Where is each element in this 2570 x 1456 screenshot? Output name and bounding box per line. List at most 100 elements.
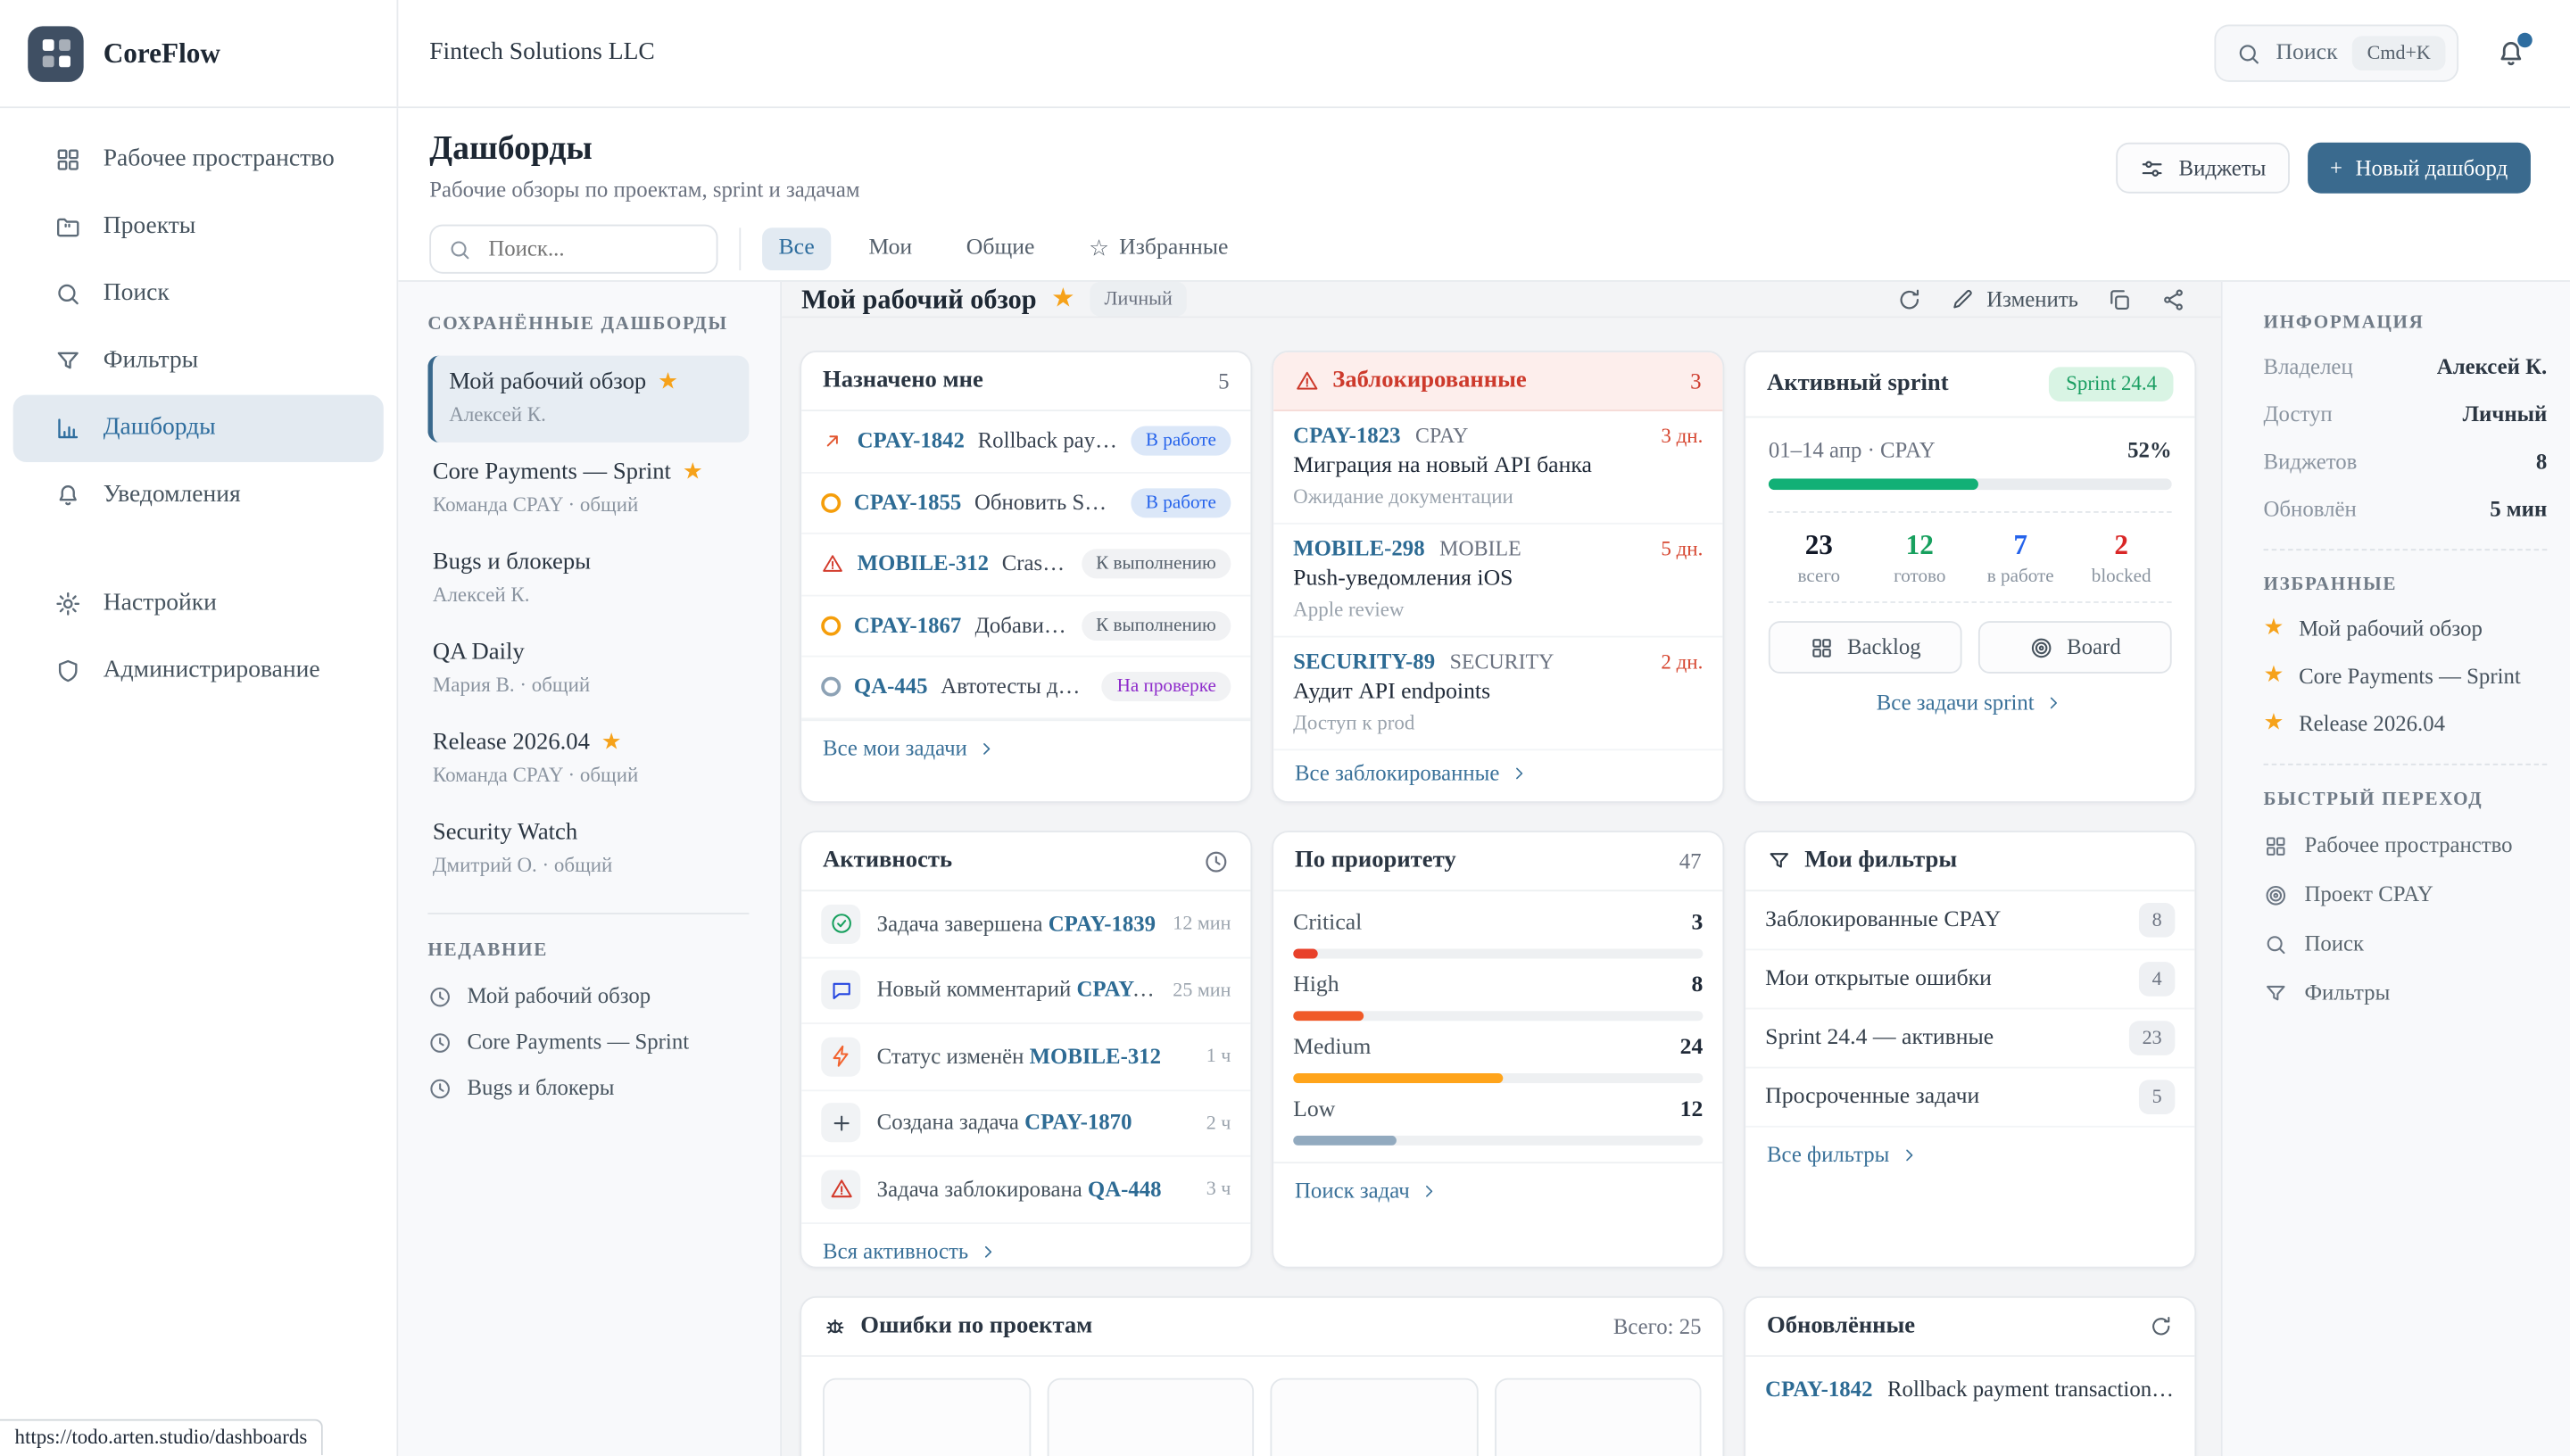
filter-row[interactable]: Заблокированные CPAY 8: [1745, 891, 2195, 951]
task-row[interactable]: CPAY-1867 Добавить… К выполнению: [801, 596, 1251, 658]
task-id-link[interactable]: MOBILE-298: [1293, 535, 1425, 561]
task-id-link[interactable]: SECURITY-89: [1293, 649, 1436, 674]
tab-mine[interactable]: Мои: [868, 236, 913, 261]
saved-item[interactable]: Security Watch Дмитрий О. · общий: [432, 819, 613, 877]
task-id-link[interactable]: CPAY-1842: [1076, 977, 1156, 1002]
all-my-tasks-link[interactable]: Все мои задачи: [823, 735, 1230, 761]
divider: [2263, 763, 2548, 765]
filter-row[interactable]: Мои открытые ошибки 4: [1745, 950, 2195, 1010]
bug-project-box[interactable]: [1270, 1377, 1478, 1456]
activity-row[interactable]: Новый комментарий CPAY-1842 25 мин: [801, 958, 1251, 1024]
task-id-link[interactable]: CPAY-1870: [1024, 1109, 1132, 1135]
tab-all[interactable]: Все: [762, 228, 832, 271]
bug-project-box[interactable]: [823, 1377, 1031, 1456]
filter-count-badge: 4: [2138, 962, 2176, 997]
task-id-link[interactable]: QA-448: [1087, 1176, 1162, 1201]
bug-project-box[interactable]: [1046, 1377, 1255, 1456]
task-row[interactable]: MOBILE-312 Crash … К выполнению: [801, 534, 1251, 596]
notifications-button[interactable]: [2495, 31, 2533, 70]
sidebar-item-search[interactable]: Поиск: [13, 261, 384, 327]
edit-button[interactable]: Изменить: [1951, 286, 2078, 312]
sidebar-item-label: Фильтры: [103, 347, 199, 374]
tab-favorites[interactable]: ☆ Избранные: [1089, 236, 1229, 261]
share-icon[interactable]: [2160, 286, 2186, 312]
divider: [2263, 549, 2548, 551]
recent-item[interactable]: Мой рабочий обзор: [427, 973, 749, 1019]
app-brand[interactable]: CoreFlow: [0, 0, 399, 107]
widgets-button[interactable]: Виджеты: [2116, 142, 2290, 194]
dashboard-search-field[interactable]: [485, 234, 689, 264]
global-search[interactable]: Поиск Cmd+K: [2213, 24, 2459, 82]
backlog-button[interactable]: Backlog: [1768, 621, 1962, 674]
copy-icon[interactable]: [2106, 286, 2132, 312]
saved-item[interactable]: Core Payments — Sprint ★ Команда CPAY · о…: [432, 459, 703, 517]
refresh-icon[interactable]: [1896, 286, 1922, 312]
task-id-link[interactable]: MOBILE-312: [857, 550, 990, 576]
quick-link-project-cpay[interactable]: Проект CPAY: [2264, 881, 2548, 907]
board-button[interactable]: Board: [1977, 621, 2172, 674]
quick-link-workspace[interactable]: Рабочее пространство: [2264, 832, 2548, 858]
search-tasks-link[interactable]: Поиск задач: [1295, 1179, 1702, 1204]
all-activity-link[interactable]: Вся активность: [823, 1238, 1230, 1264]
info-row: Доступ Личный: [2263, 401, 2548, 426]
bug-project-box[interactable]: [1494, 1377, 1702, 1456]
all-blocked-link[interactable]: Все заблокированные: [1295, 760, 1702, 786]
saved-item-active[interactable]: Мой рабочий обзор ★ Алексей К.: [427, 355, 750, 443]
priority-row: Critical 3: [1273, 899, 1722, 962]
sidebar-item-admin[interactable]: Администрирование: [13, 637, 384, 704]
chevron-right-icon: [1905, 1149, 1912, 1162]
sidebar-item-dashboards[interactable]: Дашборды: [12, 394, 384, 462]
recent-item[interactable]: Core Payments — Sprint: [427, 1019, 749, 1064]
task-row[interactable]: CPAY-1855 Обновить SD… В работе: [801, 473, 1251, 534]
new-dashboard-button[interactable]: + Новый дашборд: [2307, 142, 2531, 194]
blocked-task-row[interactable]: SECURITY-89 SECURITY 2 дн. Аудит API end…: [1273, 637, 1723, 751]
blocked-task-row[interactable]: CPAY-1823 CPAY 3 дн. Миграция на новый A…: [1273, 411, 1723, 525]
sidebar-item-projects[interactable]: Проекты: [13, 194, 384, 261]
task-row[interactable]: CPAY-1842 Rollback paym… В работе: [801, 411, 1251, 473]
star-icon[interactable]: ★: [1051, 284, 1075, 312]
task-id-link[interactable]: MOBILE-312: [1029, 1043, 1162, 1069]
favorite-item[interactable]: ★ Мой рабочий обзор: [2263, 616, 2483, 641]
quick-link-search[interactable]: Поиск: [2264, 931, 2548, 956]
task-id-link[interactable]: CPAY-1823: [1293, 422, 1401, 448]
filter-row[interactable]: Sprint 24.4 — активные 23: [1745, 1009, 2195, 1069]
alert-triangle-icon: [1297, 371, 1318, 390]
activity-row[interactable]: Создана задача CPAY-1870 2 ч: [801, 1090, 1251, 1157]
sidebar-item-filters[interactable]: Фильтры: [13, 327, 384, 394]
all-sprint-tasks-link[interactable]: Все задачи sprint: [1877, 690, 2064, 716]
blocked-task-row[interactable]: MOBILE-298 MOBILE 5 дн. Push-уведомления…: [1273, 525, 1723, 638]
saved-item[interactable]: QA Daily Мария В. · общий: [432, 639, 591, 697]
activity-row[interactable]: Задача завершена CPAY-1839 12 мин: [801, 891, 1251, 958]
sidebar-item-workspace[interactable]: Рабочее пространство: [13, 126, 384, 193]
recent-item[interactable]: Bugs и блокеры: [427, 1065, 749, 1111]
dashboard-search-input[interactable]: [429, 224, 718, 274]
quick-link-filters[interactable]: Фильтры: [2264, 980, 2548, 1005]
saved-item[interactable]: Bugs и блокеры Алексей К.: [432, 549, 592, 607]
refresh-icon[interactable]: [2149, 1314, 2174, 1339]
widget-activity: Активность Задача завершена CPAY-1839 12…: [800, 831, 1253, 1269]
all-filters-link[interactable]: Все фильтры: [1767, 1142, 2174, 1168]
favorite-item[interactable]: ★ Core Payments — Sprint: [2263, 663, 2521, 689]
blocked-age: 5 дн.: [1661, 537, 1704, 561]
widget-assigned-to-me: Назначено мне 5 CPAY-1842 Rollback paym……: [800, 351, 1253, 803]
task-id-link[interactable]: CPAY-1842: [857, 427, 965, 453]
arrow-up-right-icon: [826, 435, 838, 447]
activity-row[interactable]: Статус изменён MOBILE-312 1 ч: [801, 1024, 1251, 1091]
task-id-link[interactable]: QA-445: [853, 674, 928, 699]
filter-row[interactable]: Просроченные задачи 5: [1745, 1069, 2195, 1128]
task-id-link[interactable]: CPAY-1867: [853, 612, 962, 638]
sidebar-item-settings[interactable]: Настройки: [13, 570, 384, 637]
activity-row[interactable]: Задача заблокирована QA-448 3 ч: [801, 1157, 1251, 1224]
task-id-link[interactable]: CPAY-1855: [853, 489, 962, 515]
task-id-link[interactable]: CPAY-1839: [1048, 910, 1156, 936]
sidebar-item-label: Настройки: [103, 590, 217, 616]
saved-dashboards-panel: СОХРАНЁННЫЕ ДАШБОРДЫ Мой рабочий обзор ★ …: [398, 281, 783, 1456]
sidebar-item-notifications[interactable]: Уведомления: [13, 462, 384, 529]
saved-item[interactable]: Release 2026.04 ★ Команда CPAY · общий: [432, 729, 639, 787]
sprint-badge: Sprint 24.4: [2049, 367, 2174, 401]
updated-task-row[interactable]: CPAY-1842 Rollback payment transaction A…: [1765, 1376, 2176, 1402]
task-id-link[interactable]: CPAY-1842: [1765, 1376, 1873, 1402]
favorite-item[interactable]: ★ Release 2026.04: [2263, 711, 2446, 736]
task-row[interactable]: QA-445 Автотесты для… На проверке: [801, 658, 1251, 719]
tab-shared[interactable]: Общие: [966, 236, 1035, 261]
